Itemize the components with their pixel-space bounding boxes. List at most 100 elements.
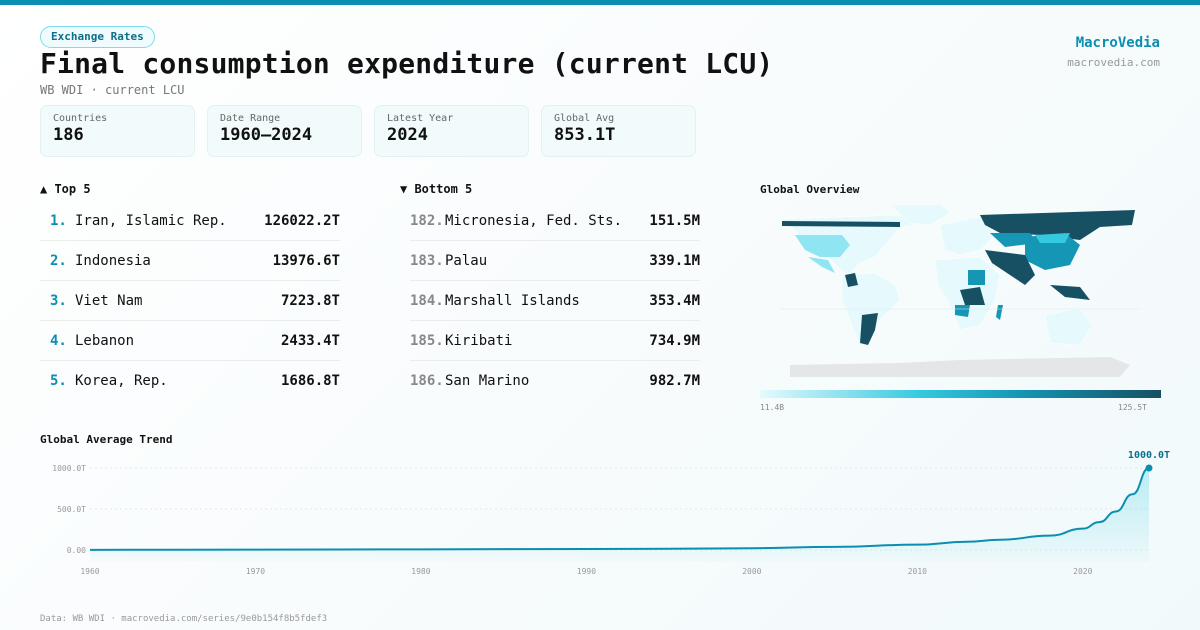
stats-cards: Countries 186 Date Range 1960–2024 Latest …	[40, 105, 696, 157]
brand-url[interactable]: macrovedia.com	[1067, 56, 1160, 69]
middle-east-south-asia	[985, 250, 1035, 285]
stat-label: Global Avg	[554, 113, 615, 124]
stat-label: Countries	[53, 113, 108, 124]
country-name: Korea, Rep.	[75, 373, 168, 389]
australia	[1044, 307, 1093, 346]
mexico	[808, 257, 835, 273]
country-value: 126022.2T	[264, 212, 340, 229]
rank: 1.	[50, 212, 67, 229]
list-item[interactable]: 184. Marshall Islands 353.4M	[410, 281, 700, 321]
country-name: Marshall Islands	[445, 292, 580, 309]
y-tick-label: 0.00	[67, 546, 86, 555]
country-value: 982.7M	[649, 373, 700, 389]
stat-value: 853.1T	[554, 125, 616, 145]
russia	[980, 210, 1135, 240]
stat-card-date-range: Date Range 1960–2024	[207, 105, 362, 157]
stat-card-countries: Countries 186	[40, 105, 195, 157]
country-value: 7223.8T	[280, 292, 340, 309]
rank: 3.	[50, 292, 67, 309]
list-item[interactable]: 5. Korea, Rep. 1686.8T	[40, 361, 340, 401]
country-value: 13976.6T	[272, 252, 340, 269]
europe	[939, 216, 996, 256]
y-tick-label: 1000.0T	[52, 464, 86, 473]
alaska-strip	[782, 221, 900, 227]
list-item[interactable]: 2. Indonesia 13976.6T	[40, 241, 340, 281]
brand-logo[interactable]: MacroVedia	[1075, 35, 1160, 51]
stat-card-global-avg: Global Avg 853.1T	[541, 105, 696, 157]
country-name: San Marino	[445, 373, 530, 389]
country-name: Viet Nam	[75, 292, 143, 309]
bottom5-list: 182. Micronesia, Fed. Sts. 151.5M 183. Palau…	[410, 201, 700, 401]
usa	[795, 235, 850, 257]
antarctica	[790, 357, 1130, 377]
x-tick-label: 2010	[908, 567, 927, 576]
top5-list: 1. Iran, Islamic Rep. 126022.2T 2. Indonesia…	[40, 201, 340, 401]
stat-value: 2024	[387, 125, 428, 145]
country-value: 339.1M	[649, 252, 700, 269]
argentina-chile	[860, 313, 878, 345]
colombia	[845, 273, 858, 287]
country-name: Indonesia	[75, 252, 151, 269]
country-value: 2433.4T	[280, 332, 340, 349]
footer-source: Data: WB WDI · macrovedia.com/series/9e0…	[40, 614, 328, 624]
x-tick-label: 2020	[1073, 567, 1092, 576]
world-choropleth-map[interactable]	[780, 205, 1140, 380]
category-badge[interactable]: Exchange Rates	[40, 26, 155, 48]
country-name: Iran, Islamic Rep.	[75, 212, 227, 229]
x-tick-label: 2000	[742, 567, 761, 576]
madagascar	[996, 305, 1003, 320]
list-item[interactable]: 4. Lebanon 2433.4T	[40, 321, 340, 361]
stat-label: Latest Year	[387, 113, 454, 124]
rank: 183.	[410, 252, 444, 269]
legend-max: 125.5T	[1118, 403, 1147, 412]
country-value: 151.5M	[649, 212, 700, 229]
congo	[960, 287, 985, 305]
area-fill	[90, 468, 1149, 562]
rank: 186.	[410, 373, 444, 389]
country-value: 1686.8T	[280, 373, 340, 389]
last-value-label: 1000.0T	[1128, 450, 1170, 461]
stat-value: 186	[53, 125, 84, 145]
rank: 185.	[410, 332, 444, 349]
country-name: Micronesia, Fed. Sts.	[445, 212, 623, 229]
x-tick-label: 1980	[411, 567, 430, 576]
rank: 4.	[50, 332, 67, 349]
rank: 5.	[50, 373, 67, 389]
list-item[interactable]: 183. Palau 339.1M	[410, 241, 700, 281]
bottom5-heading: ▼ Bottom 5	[400, 182, 473, 196]
list-item[interactable]: 186. San Marino 982.7M	[410, 361, 700, 401]
stat-value: 1960–2024	[220, 125, 313, 145]
sudan	[968, 270, 985, 285]
map-title: Global Overview	[760, 183, 860, 196]
mongolia	[1035, 233, 1070, 243]
rank: 182.	[410, 212, 444, 229]
list-item[interactable]: 1. Iran, Islamic Rep. 126022.2T	[40, 201, 340, 241]
x-tick-label: 1990	[577, 567, 596, 576]
x-tick-label: 1970	[246, 567, 265, 576]
y-tick-label: 500.0T	[57, 505, 86, 514]
rank: 184.	[410, 292, 444, 309]
greenland	[889, 205, 951, 226]
page-title: Final consumption expenditure (current L…	[40, 47, 774, 80]
country-name: Kiribati	[445, 332, 513, 349]
series-line	[89, 467, 1150, 551]
top5-heading: ▲ Top 5	[40, 182, 91, 196]
map-legend-gradient	[760, 390, 1161, 398]
stat-card-latest-year: Latest Year 2024	[374, 105, 529, 157]
country-value: 734.9M	[649, 332, 700, 349]
last-point-marker	[1145, 464, 1153, 472]
list-item[interactable]: 3. Viet Nam 7223.8T	[40, 281, 340, 321]
angola	[955, 305, 970, 317]
country-name: Palau	[445, 252, 488, 269]
country-name: Lebanon	[75, 332, 135, 349]
list-item[interactable]: 182. Micronesia, Fed. Sts. 151.5M	[410, 201, 700, 241]
page-subtitle: WB WDI · current LCU	[40, 83, 185, 97]
indonesia	[1050, 285, 1090, 300]
legend-min: 11.4B	[760, 403, 785, 412]
chart-title: Global Average Trend	[40, 433, 173, 446]
trend-chart[interactable]: 0.00 500.0T 1000.0T 1960 1970 1980 1990 2000 201…	[0, 440, 1200, 590]
top-accent-bar	[0, 0, 1200, 5]
x-tick-label: 1960	[80, 567, 99, 576]
country-value: 353.4M	[649, 292, 700, 309]
list-item[interactable]: 185. Kiribati 734.9M	[410, 321, 700, 361]
